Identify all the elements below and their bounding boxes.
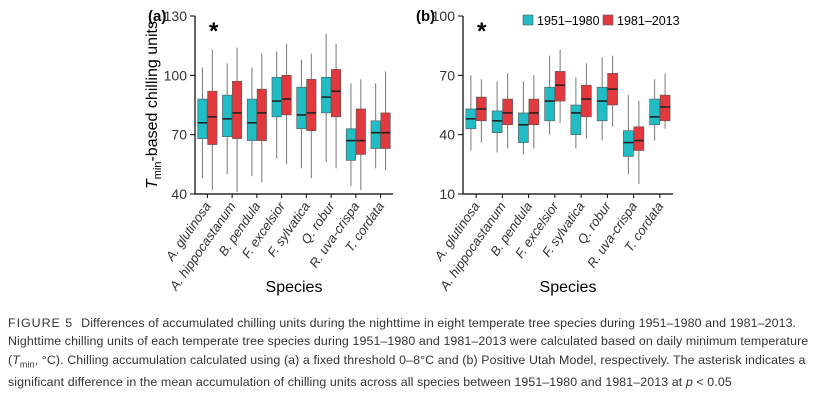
y-tick-label: 70 (171, 127, 187, 143)
box (281, 75, 292, 116)
y-tick-label: 100 (164, 67, 188, 83)
box (207, 90, 218, 145)
box (623, 130, 634, 157)
legend-swatch (522, 14, 534, 26)
box (271, 77, 282, 118)
x-axis-title: Species (266, 279, 323, 296)
box (197, 98, 208, 139)
caption-symbol: T (12, 352, 20, 367)
caption-label: FIGURE 5 (8, 316, 74, 330)
caption-subscript: min (19, 359, 35, 370)
box (370, 120, 381, 149)
box (518, 112, 529, 143)
y-title-text: -based chilling units (144, 21, 161, 162)
box (380, 112, 391, 149)
box (528, 98, 540, 126)
box (246, 98, 257, 141)
y-title-symbol: T (144, 178, 161, 189)
caption-text: Differences of accumulated chilling unit… (8, 316, 809, 367)
y-title-subscript: min (152, 162, 164, 180)
caption-text: < 0.05 (692, 375, 732, 390)
y-tick-label: 40 (439, 127, 455, 143)
caption: FIGURE 5 Differences of accumulated chill… (8, 314, 814, 392)
y-tick-label: 70 (439, 67, 455, 83)
box (659, 94, 671, 122)
annotation: * (209, 18, 219, 45)
box (345, 128, 356, 161)
caption-symbol: p (685, 375, 693, 390)
legend-label: 1951–1980 (537, 14, 600, 28)
y-tick-label: 40 (171, 186, 187, 202)
box (544, 86, 555, 122)
y-tick-label: 130 (164, 8, 188, 24)
box (355, 108, 366, 155)
legend-swatch (602, 14, 614, 26)
box (321, 77, 332, 114)
x-axis-title: Species (540, 279, 597, 296)
y-tick-label: 10 (439, 186, 455, 202)
box (232, 80, 243, 139)
box (491, 110, 503, 133)
panel-label: (b) (416, 8, 435, 25)
box (633, 126, 645, 151)
box (581, 84, 592, 118)
y-tick-label: 100 (432, 8, 456, 24)
box (222, 94, 233, 137)
box (570, 104, 582, 135)
panel-label: (a) (148, 8, 166, 25)
y-axis-title: Tmin-based chilling units (144, 21, 164, 189)
box (296, 86, 307, 130)
box (256, 88, 267, 141)
annotation: * (477, 18, 487, 45)
box (596, 86, 608, 122)
legend-label: 1981–2013 (617, 14, 680, 28)
box (554, 71, 566, 102)
figure: 40 70 100 130(a) * Species Tmin-based chilling… (144, 8, 680, 296)
box (306, 78, 317, 132)
box (331, 69, 342, 118)
box (502, 98, 513, 126)
box (649, 98, 660, 126)
caption-text: , °C). Chilling accumulation calculated … (8, 352, 806, 390)
